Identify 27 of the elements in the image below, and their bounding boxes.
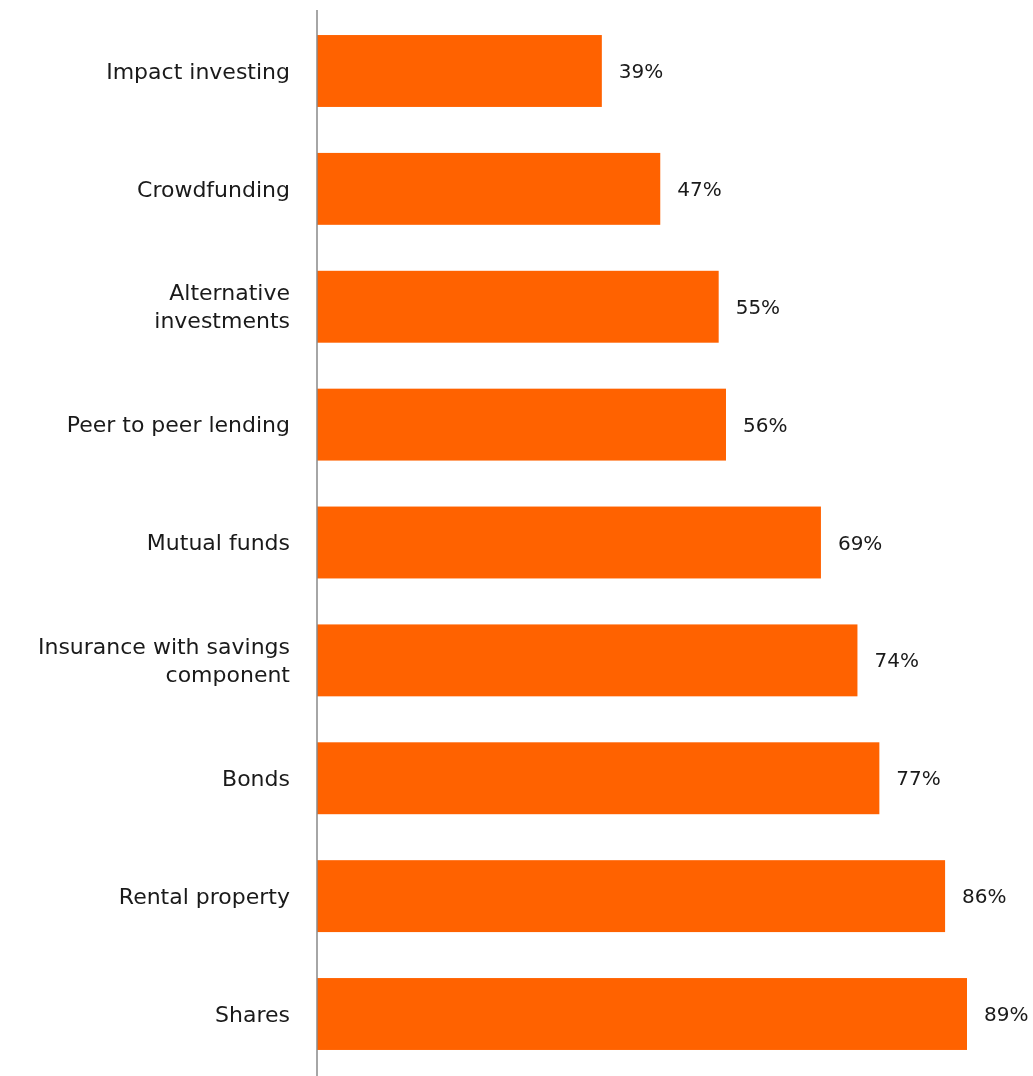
y-tick-label: Alternative investments	[154, 280, 290, 334]
data-label: 47%	[677, 176, 722, 201]
y-tick-label: Bonds	[222, 765, 290, 791]
bar	[317, 270, 719, 343]
y-tick-label: Impact investing	[106, 58, 290, 84]
bar	[317, 978, 967, 1050]
y-tick-label: Rental property	[118, 883, 290, 909]
data-label: 77%	[896, 766, 941, 791]
bar	[317, 506, 821, 579]
bar	[317, 624, 858, 697]
y-tick-label: Peer to peer lending	[66, 412, 290, 438]
data-label: 56%	[742, 412, 788, 437]
y-tick-label: Crowdfunding	[137, 176, 290, 202]
data-label: 69%	[837, 530, 883, 555]
bar	[317, 388, 726, 461]
data-label: 55%	[735, 294, 781, 319]
data-label: 86%	[962, 884, 1007, 909]
y-tick-label: Insurance with savings component	[37, 634, 291, 688]
data-label: 74%	[874, 648, 919, 673]
bar	[317, 742, 880, 815]
bar	[317, 860, 946, 933]
y-tick-label: Mutual funds	[146, 530, 290, 556]
bar	[317, 35, 602, 107]
data-label: 89%	[984, 1002, 1029, 1027]
data-label: 39%	[618, 58, 664, 83]
bar	[317, 152, 661, 225]
y-tick-label: Shares	[215, 1001, 290, 1027]
